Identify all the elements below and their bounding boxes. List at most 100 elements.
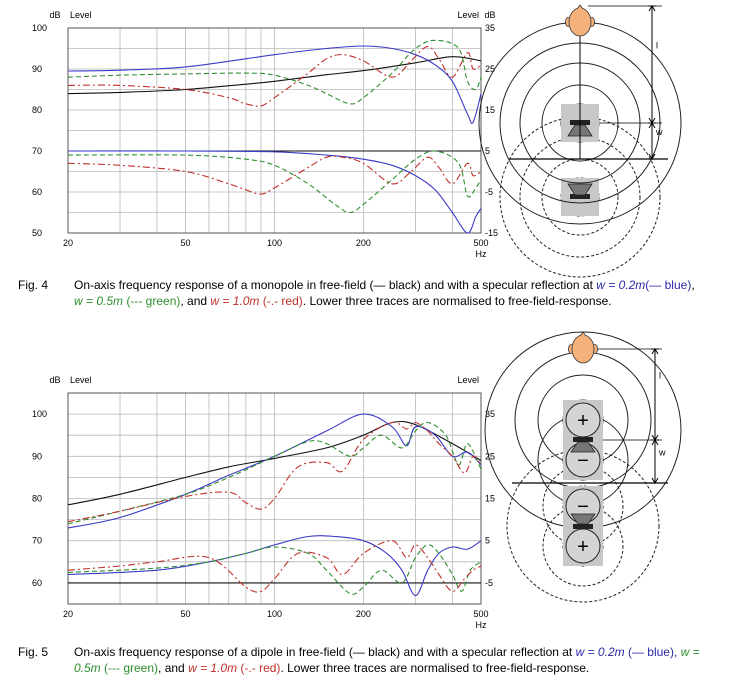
tick-label-x: 50	[181, 609, 191, 619]
caption-part: (-.- red)	[237, 661, 281, 675]
driver-cone	[567, 183, 593, 196]
caption-number: Fig. 5	[18, 645, 49, 659]
tick-label-left: 100	[32, 23, 47, 33]
tick-label-right: -15	[485, 228, 498, 238]
series-line-normalised	[67, 150, 482, 234]
series-line-absolute	[67, 56, 482, 95]
tick-label-x: 100	[267, 609, 282, 619]
chart-fig5: dB Level Level 60 70 80 90 100 -5 5 15 25 35 20 50 100 2…	[32, 375, 495, 630]
caption-part: w = 0.5m	[74, 294, 124, 308]
caption-part: (--- green)	[123, 294, 181, 308]
monopole-reflection-diagram: lw	[478, 4, 682, 278]
y-axis-unit-right: dB	[484, 10, 495, 20]
grid	[67, 27, 482, 234]
caption-part: On-axis frequency response of a monopole…	[74, 278, 597, 292]
caption-part: (-.- red)	[259, 294, 303, 308]
listener-head	[571, 334, 595, 364]
driver-cone	[570, 513, 596, 525]
dimension-label: w	[658, 448, 666, 458]
caption-part: On-axis frequency response of a dipole i…	[74, 645, 576, 659]
y-axis-label-left: Level	[70, 10, 92, 20]
pole-sign: +	[577, 536, 589, 558]
caption-part: w = 0.2m	[596, 278, 646, 292]
caption-part: , and	[180, 294, 211, 308]
tick-label-x: 20	[63, 238, 73, 248]
dimension-label: l	[659, 371, 661, 381]
tick-label-left: 90	[32, 64, 42, 74]
tick-label-left: 100	[32, 409, 47, 419]
tick-label-x: 200	[356, 238, 371, 248]
tick-label-x: 500	[473, 609, 488, 619]
tick-label-left: 70	[32, 146, 42, 156]
y-axis-label-right: Level	[457, 10, 479, 20]
tick-label-x: 200	[356, 609, 371, 619]
tick-label-x: 500	[473, 238, 488, 248]
series-line-normalised	[67, 155, 482, 195]
tick-label-left: 80	[32, 105, 42, 115]
y-axis-label-left: Level	[70, 375, 92, 385]
tick-label-x: 50	[181, 238, 191, 248]
y-axis-unit-left: dB	[49, 10, 60, 20]
tick-label-left: 60	[32, 187, 42, 197]
tick-label-right: 25	[485, 451, 495, 461]
caption-number: Fig. 4	[18, 278, 49, 292]
caption-part: . Lower three traces are normalised to f…	[280, 661, 590, 675]
caption-part: (--- green)	[100, 661, 159, 675]
tick-label-right: 15	[485, 494, 495, 504]
caption-text: On-axis frequency response of a dipole i…	[74, 644, 704, 676]
tick-label-right: -5	[485, 187, 493, 197]
driver-magnet	[573, 437, 593, 442]
series-line-absolute	[67, 45, 482, 124]
driver-magnet	[573, 524, 593, 529]
driver-cone	[570, 441, 596, 453]
pole-sign: −	[577, 450, 589, 472]
tick-label-right: 35	[485, 409, 495, 419]
series-line-absolute	[67, 421, 482, 523]
series-group	[67, 39, 482, 234]
tick-label-left: 90	[32, 451, 42, 461]
dimension-label: l	[656, 41, 658, 51]
x-axis-unit: Hz	[476, 249, 487, 259]
plot-frame	[67, 27, 482, 234]
series-line-normalised	[67, 540, 482, 593]
tick-label-x: 20	[63, 609, 73, 619]
chart-fig4: dB Level Level dB5060708090100-15-551525352…	[32, 10, 498, 259]
series-line-normalised	[67, 150, 482, 214]
tick-label-right: 5	[485, 536, 490, 546]
dipole-reflection-diagram: + − − + l w	[484, 331, 682, 603]
dimension-label: w	[655, 127, 663, 137]
y-axis-unit-left: dB	[49, 375, 60, 385]
tick-label-right: 25	[485, 64, 495, 74]
caption-part: (— blue),	[624, 645, 678, 659]
plot-frame	[67, 392, 482, 605]
driver-magnet	[570, 194, 590, 199]
y-axis-label-right: Level	[457, 375, 479, 385]
tick-label-left: 70	[32, 536, 42, 546]
caption-text: On-axis frequency response of a monopole…	[74, 277, 704, 309]
tick-label-left: 50	[32, 228, 42, 238]
listener-head	[568, 7, 592, 37]
listener-nose	[579, 331, 587, 337]
pole-sign: +	[577, 410, 589, 432]
x-axis-unit: Hz	[476, 620, 487, 630]
pole-sign: −	[577, 496, 589, 518]
tick-label-left: 80	[32, 494, 42, 504]
caption-part: w = 0.5m	[74, 645, 700, 675]
tick-label-right: 15	[485, 105, 495, 115]
series-group	[67, 413, 482, 597]
caption-part: w = 1.0m	[210, 294, 260, 308]
caption-part: , and	[158, 661, 189, 675]
caption-part: w = 0.2m	[575, 645, 625, 659]
caption-part: (— blue)	[645, 278, 692, 292]
caption-part: w = 1.0m	[188, 661, 238, 675]
listener-nose	[576, 4, 584, 10]
tick-label-left: 60	[32, 578, 42, 588]
mirror-wavefront	[542, 505, 624, 587]
tick-label-right: -5	[485, 578, 493, 588]
mirror-wavefront	[541, 158, 619, 236]
series-line-normalised	[67, 544, 482, 595]
tick-label-x: 100	[267, 238, 282, 248]
caption-part: . Lower three traces are normalised to f…	[302, 294, 612, 308]
series-line-absolute	[67, 421, 482, 525]
